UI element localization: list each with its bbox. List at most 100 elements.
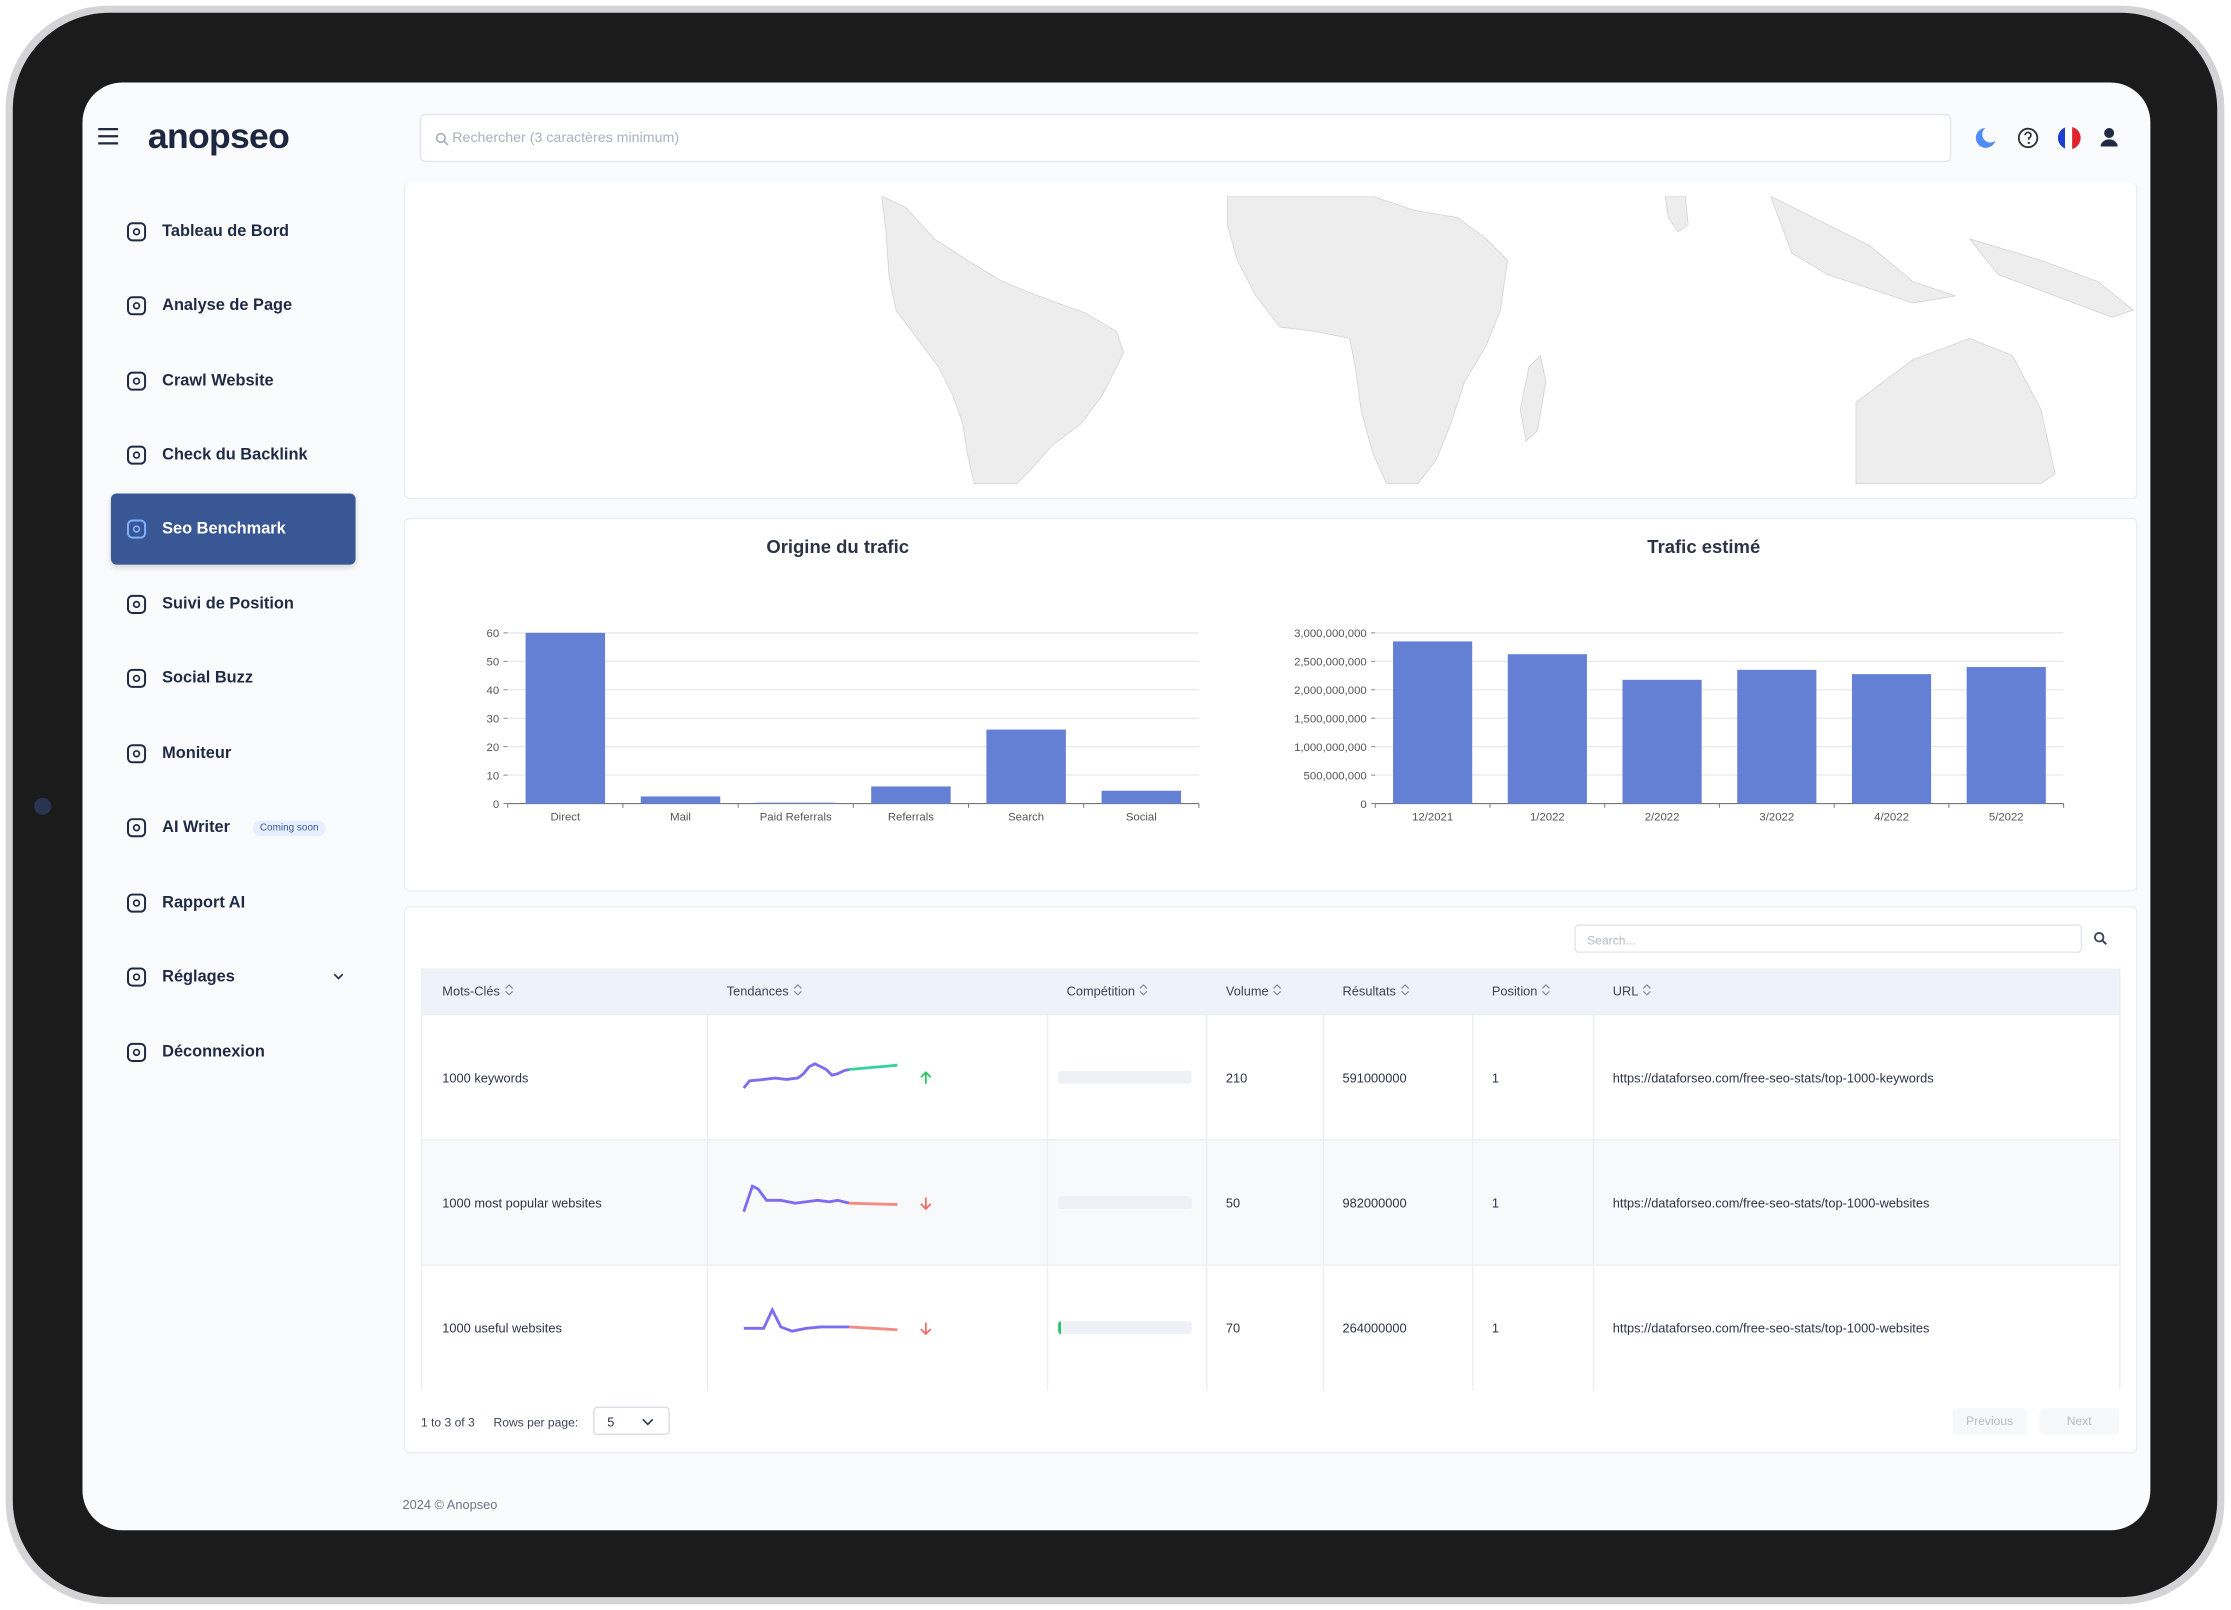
nav-icon-shape bbox=[127, 445, 147, 465]
column-header[interactable]: Mots-Clés bbox=[442, 970, 513, 1014]
column-header[interactable]: Tendances bbox=[727, 970, 802, 1014]
bar bbox=[525, 632, 606, 804]
nav-item[interactable]: Check du Backlink bbox=[111, 420, 356, 491]
bar bbox=[1851, 674, 1932, 804]
search-icon bbox=[435, 132, 449, 146]
x-tick-label: Mail bbox=[670, 812, 691, 824]
nav-item[interactable]: Moniteur bbox=[111, 718, 356, 789]
position-cell: 1 bbox=[1491, 1321, 1500, 1336]
menu-button[interactable] bbox=[98, 127, 121, 145]
nav-icon-shape bbox=[127, 519, 147, 539]
column-header[interactable]: Résultats bbox=[1343, 970, 1409, 1014]
nav-icon bbox=[127, 818, 147, 838]
nav-icon-shape bbox=[127, 744, 147, 764]
chart-title: Origine du trafic bbox=[766, 536, 909, 557]
nav-label: Réglages bbox=[162, 968, 235, 986]
nav-item[interactable]: Analyse de Page bbox=[111, 270, 356, 341]
y-tick-label: 2,500,000,000 bbox=[1294, 657, 1367, 669]
nav-icon-dot bbox=[132, 899, 141, 907]
x-tick-label: Referrals bbox=[888, 812, 934, 824]
nav-icon bbox=[127, 967, 147, 987]
keyword-cell: 1000 most popular websites bbox=[442, 1196, 602, 1211]
logo[interactable]: anopseo bbox=[147, 116, 290, 157]
column-header[interactable]: Volume bbox=[1226, 970, 1282, 1014]
nav-icon bbox=[127, 1042, 147, 1062]
bar bbox=[1101, 790, 1182, 804]
y-tick-label: 40 bbox=[487, 685, 500, 697]
language-flag[interactable] bbox=[2057, 126, 2082, 150]
table-search-placeholder: Search... bbox=[1587, 932, 1636, 948]
trend-line bbox=[742, 1062, 850, 1089]
trend-arrow bbox=[920, 1322, 932, 1336]
help-button[interactable] bbox=[2017, 127, 2039, 149]
x-tick-label: Direct bbox=[550, 812, 581, 824]
nav-icon-shape bbox=[127, 818, 147, 838]
rows-per-page-select[interactable]: 5 bbox=[593, 1406, 670, 1435]
nav-item[interactable]: Suivi de Position bbox=[111, 569, 356, 640]
nav-label: Moniteur bbox=[162, 745, 232, 763]
competition-bar bbox=[1058, 1196, 1192, 1209]
table-search[interactable]: Search... bbox=[1574, 924, 2083, 953]
sort-icon bbox=[1642, 983, 1651, 996]
column-divider bbox=[1322, 1140, 1325, 1266]
column-divider bbox=[1471, 1015, 1474, 1141]
column-divider bbox=[706, 1015, 709, 1141]
nav-icon-shape bbox=[127, 967, 147, 987]
previous-button[interactable]: Previous bbox=[1952, 1407, 2027, 1435]
column-header[interactable]: URL bbox=[1613, 970, 1651, 1014]
bar bbox=[1622, 679, 1702, 804]
y-tick-label: 0 bbox=[1360, 799, 1366, 811]
sort-arrows bbox=[793, 983, 802, 996]
next-button[interactable]: Next bbox=[2039, 1407, 2120, 1435]
device-camera bbox=[34, 797, 52, 815]
column-header[interactable]: Position bbox=[1492, 970, 1550, 1014]
sort-arrows bbox=[504, 983, 513, 996]
bar bbox=[755, 802, 836, 804]
sort-arrows bbox=[1400, 983, 1409, 996]
x-tick-label: 4/2022 bbox=[1874, 812, 1909, 824]
column-divider bbox=[1206, 1265, 1208, 1391]
footer: 2024 © Anopseo bbox=[402, 1497, 498, 1512]
column-divider bbox=[1471, 1265, 1474, 1391]
user-button[interactable] bbox=[2100, 127, 2118, 147]
nav-expand-caret[interactable] bbox=[333, 973, 344, 982]
x-tick-label: Paid Referrals bbox=[760, 812, 832, 824]
nav-item[interactable]: Réglages bbox=[111, 941, 356, 1012]
nav-item[interactable]: Crawl Website bbox=[111, 346, 356, 417]
nav-label: AI Writer bbox=[162, 819, 230, 837]
chart-title: Trafic estimé bbox=[1647, 536, 1760, 557]
column-divider bbox=[1046, 1265, 1049, 1391]
nav-item[interactable]: Déconnexion bbox=[111, 1017, 356, 1088]
nav-label: Social Buzz bbox=[162, 669, 254, 687]
nav-item[interactable]: Rapport AI bbox=[111, 868, 356, 939]
table-search-button[interactable] bbox=[2093, 932, 2107, 946]
nav-icon bbox=[127, 519, 147, 539]
nav-item[interactable]: Tableau de Bord bbox=[111, 196, 356, 267]
bar bbox=[1737, 669, 1817, 804]
column-label: Compétition bbox=[1066, 984, 1135, 999]
column-divider bbox=[1046, 1140, 1049, 1266]
column-header[interactable]: Compétition bbox=[1067, 970, 1148, 1014]
column-divider bbox=[1471, 1140, 1474, 1266]
search-box[interactable]: Rechercher (3 caractères minimum) bbox=[419, 113, 1952, 163]
nav-item[interactable]: Social Buzz bbox=[111, 643, 356, 714]
dark-mode-toggle[interactable] bbox=[1975, 127, 1996, 148]
table-row: 1000 keywords 210 591000000 1 https://datafo… bbox=[422, 1014, 2120, 1141]
caret-path bbox=[333, 973, 344, 980]
column-label: Volume bbox=[1225, 984, 1269, 999]
top-icons bbox=[1975, 126, 2118, 150]
charts-card: Origine du trafic 0 10 20 30 40 50 60 Direct Mail… bbox=[403, 517, 2138, 892]
nav-item[interactable]: Seo Benchmark bbox=[110, 493, 356, 565]
x-tick-label: 3/2022 bbox=[1759, 812, 1794, 824]
column-divider bbox=[1592, 1140, 1595, 1266]
column-divider bbox=[1046, 1015, 1049, 1141]
column-divider bbox=[706, 1265, 709, 1391]
nav-icon-dot bbox=[132, 228, 141, 236]
competition-fill bbox=[1058, 1321, 1061, 1335]
trend-line bbox=[743, 1306, 850, 1333]
nav-item[interactable]: AI Writer Coming soon bbox=[111, 792, 356, 863]
nav-icon-dot bbox=[132, 302, 141, 310]
results-cell: 982000000 bbox=[1342, 1196, 1407, 1211]
